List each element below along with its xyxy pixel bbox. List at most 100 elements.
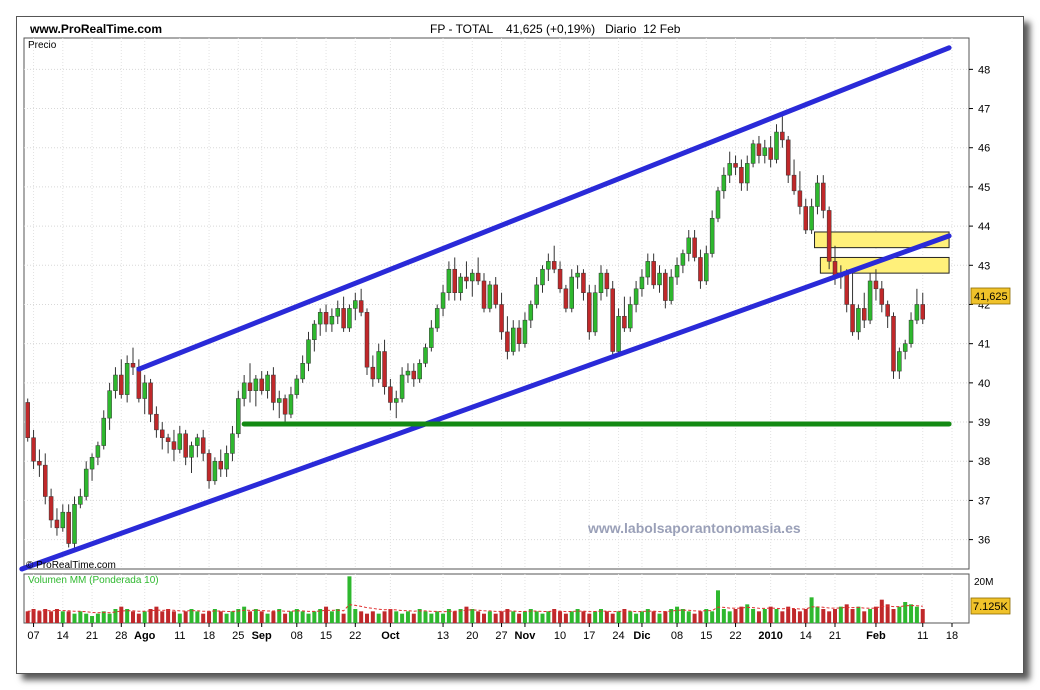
volume-bar [347, 576, 352, 623]
price-tick-label: 38 [978, 456, 990, 468]
candle-body [464, 276, 469, 282]
price-tick-label: 36 [978, 535, 990, 547]
candle-body [516, 327, 522, 344]
candle-body [908, 319, 914, 344]
volume-bar [815, 606, 820, 623]
volume-bar [897, 606, 902, 623]
candle-body [575, 272, 580, 278]
volume-bar [821, 609, 826, 623]
volume-bar [31, 609, 36, 623]
volume-bar [429, 613, 434, 623]
candle-body [312, 323, 317, 340]
candle-body [212, 460, 218, 482]
candle-body [745, 163, 750, 184]
candle-body [867, 280, 873, 321]
trendlines [19, 45, 952, 572]
volume-bar [792, 609, 797, 623]
candle-body [417, 363, 422, 380]
candle-body [394, 398, 399, 403]
volume-bar [417, 609, 422, 623]
candle-body [78, 496, 83, 505]
candle-body [499, 304, 504, 333]
candle-body [475, 272, 481, 282]
volume-bar [49, 611, 54, 623]
volume-bar [721, 609, 726, 623]
candle-body [423, 347, 428, 364]
date-tick-label: 15 [700, 630, 712, 642]
volume-bar [306, 613, 311, 623]
volume-bar [739, 606, 744, 623]
candle-body [715, 190, 721, 219]
volume-bar [710, 611, 715, 623]
candle-body [803, 206, 808, 231]
volume-bar [903, 602, 908, 623]
volume-bar [54, 609, 59, 623]
volume-bar [329, 611, 334, 623]
volume-bar [294, 609, 299, 623]
date-tick-label: 08 [671, 630, 683, 642]
volume-bar [844, 604, 849, 623]
volume-bar [195, 611, 200, 623]
candle-body [411, 370, 417, 380]
candle-body [610, 288, 615, 352]
candle-body [791, 174, 797, 192]
site-title: www.ProRealTime.com [30, 22, 163, 36]
candle-body [826, 210, 832, 262]
volume-bar [581, 611, 586, 623]
volume-bar [259, 611, 264, 623]
volume-bar [540, 613, 545, 623]
volume-bar [517, 613, 522, 623]
volume-bar [511, 611, 516, 623]
volume-bar [441, 613, 446, 623]
candle-body [54, 519, 60, 529]
candle-body [282, 398, 288, 415]
volume-bar [651, 611, 656, 623]
date-tick-label: Dic [633, 630, 650, 642]
candle-body [592, 292, 598, 333]
volume-bar [563, 613, 568, 623]
volume-bar [604, 611, 609, 623]
candle-body [587, 292, 592, 333]
candle-body [522, 319, 528, 344]
volume-bar [768, 606, 773, 623]
volume-bar [236, 609, 241, 623]
volume-bar [622, 609, 627, 623]
volume-bar [423, 611, 428, 623]
volume-bar [166, 609, 171, 623]
price-tick-label: 37 [978, 495, 990, 507]
volume-bar [575, 609, 580, 623]
candle-body [505, 331, 510, 352]
volume-bar [493, 613, 498, 623]
candle-body [66, 511, 71, 544]
volume-bar [119, 606, 124, 623]
candle-body [546, 261, 551, 270]
date-tick-label: 21 [86, 630, 98, 642]
candle-body [370, 366, 376, 380]
volume-bar [528, 609, 533, 623]
volume-bar [505, 609, 510, 623]
date-axis: 07 14 21 28 Ago 11 18 25 Sep 08 15 22 Oct 13 20 27 Nov 10… [27, 623, 958, 642]
volume-bar [762, 609, 767, 623]
candle-body [511, 327, 516, 352]
candle-body [323, 312, 329, 325]
volume-axis-label: 20M [974, 577, 993, 588]
volume-bar [365, 613, 369, 623]
price-tick-label: 47 [978, 104, 990, 116]
volume-bar [212, 609, 217, 623]
chart-title: FP - TOTAL 41,625 (+0,19%) Diario 12 Feb [430, 22, 681, 36]
candle-body [768, 147, 773, 160]
volume-bar [587, 613, 592, 623]
volume-bar [593, 611, 598, 623]
last-price-label: 41,625 [974, 291, 1008, 303]
volume-bar [131, 611, 135, 623]
volume-bar [891, 609, 896, 623]
volume-bar [66, 611, 71, 623]
volume-bar [698, 611, 703, 623]
candle-body [727, 163, 732, 176]
date-tick-label: 18 [203, 630, 215, 642]
volume-bar [476, 611, 481, 623]
volume-bar [645, 609, 650, 623]
volume-bar [733, 609, 738, 623]
candle-body [534, 284, 539, 305]
volume-bar [248, 611, 252, 623]
